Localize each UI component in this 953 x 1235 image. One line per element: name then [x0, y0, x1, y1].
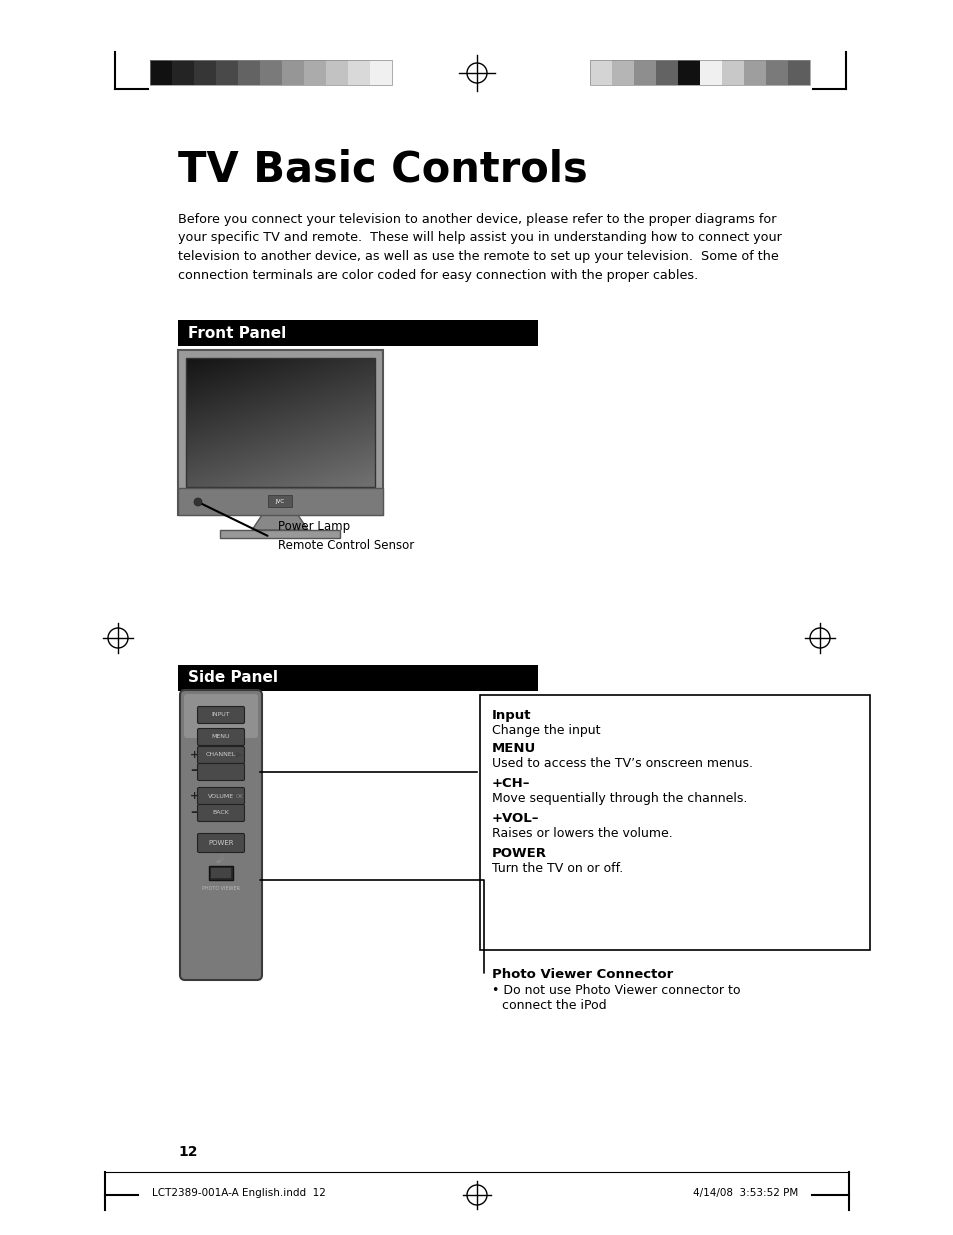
Text: Side Panel: Side Panel [188, 671, 277, 685]
Bar [282, 61, 304, 85]
FancyBboxPatch shape [197, 729, 244, 746]
Text: OK: OK [235, 794, 244, 799]
FancyBboxPatch shape [180, 690, 262, 981]
Text: Front Panel: Front Panel [188, 326, 286, 341]
Text: 12: 12 [178, 1145, 197, 1158]
Text: LCT2389-001A-A English.indd  12: LCT2389-001A-A English.indd 12 [152, 1188, 326, 1198]
Text: • Do not use Photo Viewer connector to: • Do not use Photo Viewer connector to [492, 984, 740, 997]
Text: Photo Viewer Connector: Photo Viewer Connector [492, 968, 673, 981]
Bar [589, 61, 612, 85]
FancyBboxPatch shape [197, 706, 244, 724]
Text: Before you connect your television to another device, please refer to the proper: Before you connect your television to an… [178, 212, 781, 282]
Bar [787, 61, 809, 85]
FancyBboxPatch shape [197, 746, 244, 763]
Circle shape [193, 498, 202, 506]
Text: BACK: BACK [213, 810, 230, 815]
Text: Change the input: Change the input [492, 724, 599, 737]
Bar [656, 61, 678, 85]
Text: Turn the TV on or off.: Turn the TV on or off. [492, 862, 622, 876]
Text: POWER: POWER [492, 847, 546, 860]
FancyBboxPatch shape [197, 834, 244, 852]
Text: 4/14/08  3:53:52 PM: 4/14/08 3:53:52 PM [692, 1188, 797, 1198]
FancyBboxPatch shape [197, 788, 244, 804]
Text: Remote Control Sensor: Remote Control Sensor [277, 538, 414, 552]
Bar [589, 61, 809, 85]
Bar [612, 61, 634, 85]
Text: PHOTO VIEWER: PHOTO VIEWER [202, 885, 240, 890]
Text: Power Lamp: Power Lamp [277, 520, 350, 534]
Bar [193, 61, 215, 85]
Bar [186, 358, 375, 487]
Text: POWER: POWER [208, 840, 233, 846]
Bar [370, 61, 392, 85]
Text: VOLUME: VOLUME [208, 794, 233, 799]
Bar [178, 350, 382, 515]
Text: +: + [190, 790, 199, 802]
Bar [211, 868, 231, 878]
Text: CHANNEL: CHANNEL [206, 752, 236, 757]
Bar [700, 61, 721, 85]
Bar [150, 61, 392, 85]
Text: Used to access the TV’s onscreen menus.: Used to access the TV’s onscreen menus. [492, 757, 752, 769]
Bar [304, 61, 326, 85]
Bar [348, 61, 370, 85]
Polygon shape [252, 515, 308, 530]
Bar [743, 61, 765, 85]
Text: MENU: MENU [492, 742, 536, 755]
Text: –: – [190, 763, 196, 777]
Text: connect the iPod: connect the iPod [501, 999, 606, 1011]
Text: JVC: JVC [275, 499, 284, 504]
Text: +VOL–: +VOL– [492, 811, 539, 825]
Text: INPUT: INPUT [212, 713, 230, 718]
FancyBboxPatch shape [197, 804, 244, 821]
Text: TV Basic Controls: TV Basic Controls [178, 148, 587, 190]
FancyBboxPatch shape [197, 763, 244, 781]
Text: Move sequentially through the channels.: Move sequentially through the channels. [492, 792, 746, 805]
Text: +CH–: +CH– [492, 777, 530, 790]
Text: ☄: ☄ [216, 855, 225, 864]
Text: +: + [190, 750, 199, 760]
Text: ★: ★ [214, 860, 221, 864]
Bar [634, 61, 656, 85]
Bar [721, 61, 743, 85]
Text: –: – [190, 805, 196, 819]
Bar [326, 61, 348, 85]
Bar [260, 61, 282, 85]
Text: ▶: ▶ [235, 751, 242, 760]
Bar [479, 695, 869, 950]
Bar [178, 488, 382, 515]
Text: MENU: MENU [212, 735, 230, 740]
Bar [268, 495, 292, 508]
Bar [178, 320, 537, 346]
Text: Raises or lowers the volume.: Raises or lowers the volume. [492, 827, 672, 840]
Bar [220, 530, 339, 538]
Bar [150, 61, 172, 85]
Bar [178, 664, 537, 692]
Bar [765, 61, 787, 85]
Bar [172, 61, 193, 85]
Bar [209, 866, 233, 881]
Text: Input: Input [492, 709, 531, 722]
Bar [678, 61, 700, 85]
Bar [237, 61, 260, 85]
Bar [215, 61, 237, 85]
Bar [178, 488, 382, 515]
FancyBboxPatch shape [184, 694, 257, 739]
